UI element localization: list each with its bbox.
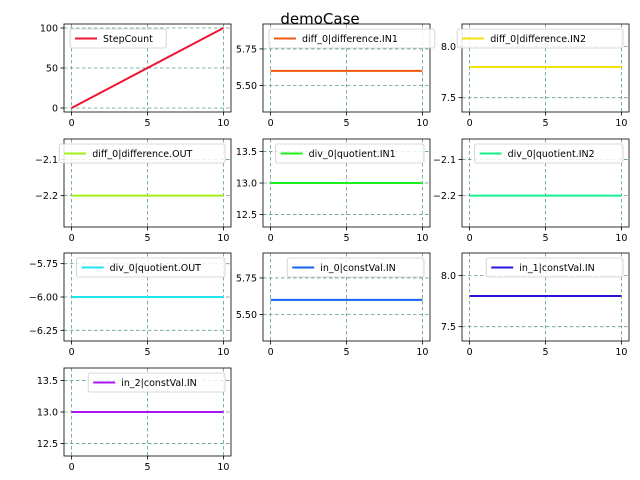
y-tick-label: 100 [40, 24, 58, 35]
x-tick-label: 5 [343, 233, 349, 244]
x-tick-label: 0 [467, 233, 473, 244]
x-tick-label: 10 [217, 462, 229, 473]
x-tick-label: 10 [217, 233, 229, 244]
y-tick-label: 7.5 [441, 93, 456, 104]
legend-box [474, 143, 624, 164]
x-tick-label: 0 [467, 347, 473, 358]
legend: div_0|quotient.IN2 [474, 143, 624, 164]
legend-label: div_0|quotient.IN2 [508, 149, 595, 160]
legend: div_0|quotient.IN1 [275, 143, 425, 164]
legend-label: in_2|constVal.IN [121, 378, 197, 389]
legend-label: diff_0|difference.IN1 [302, 34, 398, 45]
y-tick-label: −6.00 [29, 293, 58, 304]
subplot-8: 0 5 10 5.50 5.75 in_0|constVal.IN [236, 252, 431, 358]
x-tick-label: 10 [615, 118, 627, 129]
y-tick-label: 8.0 [441, 42, 456, 53]
figure-title: demoCase [280, 10, 359, 28]
y-tick-label: 7.5 [441, 322, 456, 333]
legend-box [275, 143, 425, 164]
legend-label: diff_0|difference.OUT [92, 149, 192, 160]
x-tick-label: 5 [542, 118, 548, 129]
y-tick-label: 13.5 [37, 376, 58, 387]
legend-box [69, 28, 167, 49]
legend-box [87, 372, 226, 393]
y-tick-label: 0 [52, 104, 58, 115]
y-tick-label: −2.2 [35, 191, 58, 202]
y-tick-label: 13.0 [37, 408, 58, 419]
x-tick-label: 5 [144, 462, 150, 473]
x-tick-label: 5 [542, 233, 548, 244]
y-tick-label: −2.1 [433, 155, 456, 166]
x-tick-label: 0 [268, 118, 274, 129]
legend-box [58, 143, 226, 164]
y-tick-label: 8.0 [441, 271, 456, 282]
legend: StepCount [69, 28, 167, 49]
x-tick-label: 0 [69, 347, 75, 358]
legend-label: diff_0|difference.IN2 [490, 34, 586, 45]
y-tick-label: 12.5 [37, 439, 58, 450]
subplot-5: 0 5 10 12.5 13.0 13.5 div_0|quotient.IN1 [236, 138, 431, 244]
y-tick-label: 5.50 [236, 81, 257, 92]
x-tick-label: 10 [217, 347, 229, 358]
x-tick-label: 0 [268, 347, 274, 358]
legend: diff_0|difference.IN2 [456, 28, 624, 49]
y-tick-label: −5.75 [29, 259, 58, 270]
legend: diff_0|difference.OUT [58, 143, 226, 164]
subplot-2: 0 5 10 5.50 5.75 diff_0|difference.IN1 [236, 23, 436, 129]
y-tick-label: 12.5 [236, 210, 257, 221]
legend: in_2|constVal.IN [87, 372, 226, 393]
y-tick-label: 5.75 [236, 273, 257, 284]
subplot-4: 0 5 10 −2.2 −2.1 diff_0|difference.OUT [35, 138, 232, 244]
y-tick-label: 5.75 [236, 44, 257, 55]
x-tick-label: 0 [69, 233, 75, 244]
legend: in_0|constVal.IN [286, 257, 425, 278]
y-tick-label: 13.0 [236, 179, 257, 190]
subplot-3: 0 5 10 7.5 8.0 diff_0|difference.IN2 [441, 23, 630, 129]
y-tick-label: 13.5 [236, 147, 257, 158]
y-tick-label: −2.2 [433, 191, 456, 202]
legend-box [76, 257, 226, 278]
x-tick-label: 0 [467, 118, 473, 129]
x-tick-label: 10 [416, 233, 428, 244]
legend-label: div_0|quotient.IN1 [309, 149, 396, 160]
subplot-7: 0 5 10 −6.25 −6.00 −5.75 div_0|quotient.OUT [29, 252, 232, 358]
legend-label: in_1|constVal.IN [519, 263, 595, 274]
legend-box [268, 28, 436, 49]
legend: in_1|constVal.IN [485, 257, 624, 278]
legend: div_0|quotient.OUT [76, 257, 226, 278]
legend-label: StepCount [103, 34, 153, 45]
legend: diff_0|difference.IN1 [268, 28, 436, 49]
x-tick-label: 5 [144, 347, 150, 358]
x-tick-label: 0 [69, 462, 75, 473]
x-tick-label: 10 [217, 118, 229, 129]
x-tick-label: 10 [615, 233, 627, 244]
legend-box [286, 257, 425, 278]
x-tick-label: 10 [615, 347, 627, 358]
subplot-6: 0 5 10 −2.2 −2.1 div_0|quotient.IN2 [433, 138, 630, 244]
x-tick-label: 5 [144, 233, 150, 244]
x-tick-label: 5 [343, 347, 349, 358]
x-tick-label: 5 [542, 347, 548, 358]
legend-box [485, 257, 624, 278]
legend-label: in_0|constVal.IN [320, 263, 396, 274]
x-tick-label: 0 [268, 233, 274, 244]
x-tick-label: 5 [343, 118, 349, 129]
subplot-9: 0 5 10 7.5 8.0 in_1|constVal.IN [441, 252, 630, 358]
x-tick-label: 5 [144, 118, 150, 129]
series-line [71, 27, 224, 109]
x-tick-label: 10 [416, 118, 428, 129]
y-tick-label: −6.25 [29, 326, 58, 337]
y-tick-label: −2.1 [35, 155, 58, 166]
y-tick-label: 5.50 [236, 310, 257, 321]
x-tick-label: 0 [69, 118, 75, 129]
legend-label: div_0|quotient.OUT [110, 263, 202, 274]
x-tick-label: 10 [416, 347, 428, 358]
legend-box [456, 28, 624, 49]
subplot-10: 0 5 10 12.5 13.0 13.5 in_2|constVal.IN [37, 367, 232, 473]
y-tick-label: 50 [46, 64, 58, 75]
